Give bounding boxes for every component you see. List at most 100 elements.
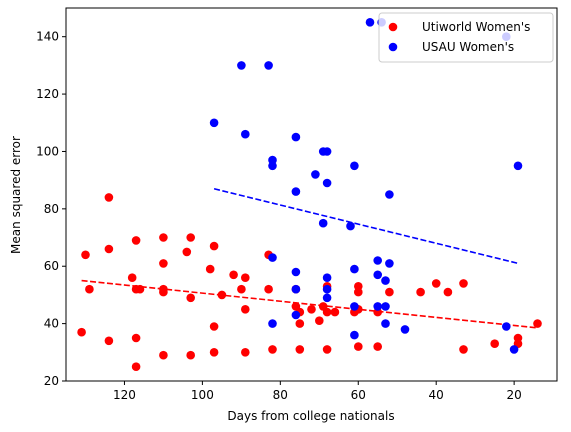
data-point [241,273,250,283]
data-point [205,264,215,274]
data-point [159,233,168,242]
data-point [350,330,359,340]
data-point [350,161,359,171]
data-point [159,287,168,297]
data-point [159,259,168,268]
data-point [104,193,114,202]
data-point [104,336,114,346]
data-point [237,61,246,70]
x-tick-label: 80 [273,388,288,402]
data-point [77,327,86,337]
x-tick-label: 100 [191,388,214,402]
data-point [350,302,359,311]
axes-frame [65,7,558,382]
data-point [307,305,316,314]
data-point [381,302,390,311]
data-point [502,322,511,331]
series-2 [209,18,523,354]
plot-area [77,18,542,372]
data-point [291,132,301,142]
axes: 120 100 80 60 40 20 20 40 60 80 100 120 140 [36,7,558,402]
data-point [291,267,301,277]
trend-line-2 [213,187,519,265]
data-point [131,362,141,372]
data-point [186,233,195,242]
data-point [385,287,394,297]
y-tick-label: 80 [44,202,59,216]
y-tick-label: 20 [44,374,59,388]
data-point [182,247,192,257]
data-point [322,284,332,294]
data-point [322,293,332,303]
legend-marker [388,42,398,52]
data-point [459,279,468,288]
data-point [209,322,219,331]
data-point [373,302,383,311]
data-point [209,241,219,251]
y-tick-label: 60 [44,259,59,273]
data-point [354,287,363,297]
data-point [533,319,542,328]
data-point [381,319,390,328]
data-point [268,345,277,354]
data-point [354,342,363,351]
x-tick-label: 20 [506,388,521,402]
x-tick-label: 60 [351,388,366,402]
data-point [264,61,273,70]
data-point [241,129,250,139]
data-point [209,118,219,128]
data-point [295,345,305,354]
legend-label: USAU Women's [422,40,514,54]
data-point [85,284,94,294]
legend-label: Utiworld Women's [422,20,530,34]
data-point [385,259,394,268]
legend-box [378,12,554,63]
data-point [322,345,332,354]
data-point [373,342,383,351]
data-point [350,264,359,274]
data-point [127,273,137,283]
data-point [291,187,301,196]
data-point [186,350,195,360]
data-point [241,348,250,357]
data-point [291,310,301,320]
data-point [268,319,277,328]
data-point [373,256,383,265]
data-point [416,287,425,297]
data-point [322,178,332,188]
y-tick-label: 120 [36,87,59,101]
x-tick-label: 120 [113,388,136,402]
data-point [241,305,250,314]
data-point [268,253,277,262]
data-point [385,190,394,199]
data-point [431,279,441,288]
data-point [346,221,355,231]
y-axis-label: Mean squared error [9,136,23,254]
data-point [131,236,141,245]
data-point [104,244,114,254]
data-point [443,287,453,297]
data-point [311,170,320,179]
y-tick-label: 100 [36,144,59,158]
y-tick-label: 140 [36,30,59,44]
data-point [315,316,324,326]
data-point [400,325,410,334]
data-point [264,284,273,294]
y-tick-label: 40 [44,317,59,331]
series-1 [77,193,542,372]
data-point [459,345,468,354]
data-point [365,18,375,27]
x-axis-label: Days from college nationals [227,409,394,423]
data-point [209,348,219,357]
x-tick-label: 40 [429,388,444,402]
data-point [490,339,500,349]
data-point [322,147,332,156]
data-point [268,161,277,171]
data-point [322,273,332,283]
data-point [322,307,332,317]
data-point [373,270,383,280]
data-point [131,333,141,343]
data-point [295,319,305,328]
data-point [186,293,195,303]
